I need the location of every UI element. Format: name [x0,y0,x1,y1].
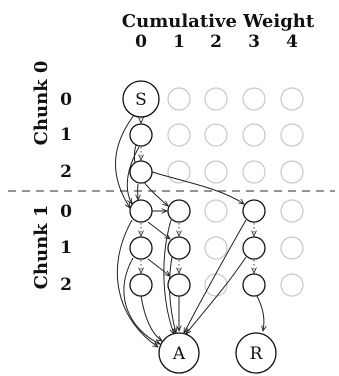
ghost-state [204,236,228,260]
ghost-state [204,87,228,111]
ghost-state [280,199,304,223]
edges [115,114,264,347]
chunk-0-row-1-label: 1 [60,125,72,145]
ghost-state [204,273,228,297]
state-chunk1-row1-col1 [167,236,191,260]
accept-state-label: A [172,344,186,364]
state-chunk1-row2-col0 [129,273,153,297]
ghost-state [280,87,304,111]
edge [115,114,135,208]
edge [184,219,247,333]
ghost-state [280,160,304,184]
edge [168,256,176,333]
start-state-label: S [135,90,147,110]
active-states: S A R [122,80,277,374]
column-header-0: 0 [135,32,147,52]
state-chunk1-row0-col3 [242,199,266,223]
ghost-state [280,123,304,147]
chunk-1-label: Chunk 1 [31,205,52,290]
edge [151,171,244,204]
edge [256,295,264,331]
reject-state-label: R [250,344,264,364]
ghost-state [280,273,304,297]
edge [147,258,170,276]
ghost-state [242,160,266,184]
state-chunk1-row1-col0 [129,236,153,260]
state-chunk1-row1-col3 [242,236,266,260]
start-state [122,80,160,118]
ghost-state [242,123,266,147]
chunk-1-row-1-label: 1 [60,238,72,258]
chunk-0-row-0-label: 0 [60,90,72,110]
chunk-0-row-2-label: 2 [60,162,72,182]
column-header-1: 1 [173,32,185,52]
state-chunk1-row0-col0 [129,199,153,223]
chunk-0-label: Chunk 0 [31,61,52,146]
ghost-state [167,160,191,184]
edge [147,221,170,239]
column-header-3: 3 [248,32,260,52]
chunk-1-row-0-label: 0 [60,202,72,222]
ghost-state [204,123,228,147]
reject-state [235,332,277,374]
state-chunk0-row2-col0 [129,160,153,184]
edge [126,146,140,204]
ghost-state [280,236,304,260]
state-chunk1-row0-col1 [167,199,191,223]
column-header-4: 4 [286,32,298,52]
edge [163,219,174,334]
ghost-states [167,87,304,297]
edge [186,256,247,334]
ghost-state [204,199,228,223]
ghost-state [167,87,191,111]
edge [116,219,158,347]
column-header-2: 2 [210,32,222,52]
ghost-state [204,160,228,184]
ghost-state [167,123,191,147]
accept-state [158,332,200,374]
ghost-state [242,87,266,111]
state-chunk1-row2-col1 [167,273,191,297]
state-chunk0-row1-col0 [129,123,153,147]
edge [123,257,160,345]
edge [140,295,162,341]
diagram-title: Cumulative Weight [122,11,315,32]
state-chunk1-row2-col3 [242,273,266,297]
chunk-1-row-2-label: 2 [60,275,72,295]
